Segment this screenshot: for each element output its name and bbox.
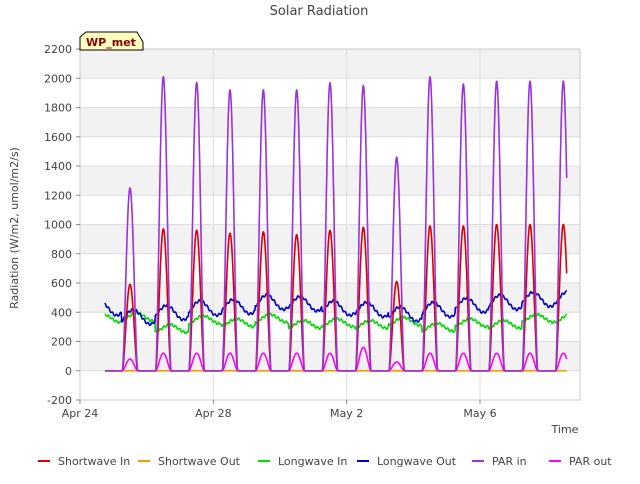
y-tick-label: 200 [51, 336, 72, 349]
y-tick-label: 600 [51, 277, 72, 290]
legend-label: Longwave Out [377, 455, 457, 468]
station-badge-label: WP_met [86, 36, 136, 49]
x-tick-label: May 2 [330, 407, 363, 420]
station-badge-frame [79, 31, 144, 51]
legend-label: Shortwave In [58, 455, 130, 468]
legend-item-shortwave-in: Shortwave In [38, 455, 130, 468]
plot-band [80, 341, 580, 371]
plot-band [80, 107, 580, 137]
y-tick-label: 400 [51, 306, 72, 319]
x-axis-label: Time [551, 423, 579, 436]
y-tick-label: 1200 [44, 189, 72, 202]
legend-label: PAR out [569, 455, 612, 468]
chart-title: Solar Radiation [270, 4, 369, 19]
x-tick-label: May 6 [463, 407, 496, 420]
y-tick-label: 800 [51, 248, 72, 261]
plot-band [80, 224, 580, 254]
y-tick-label: 2200 [44, 43, 72, 56]
legend-label: Longwave In [278, 455, 347, 468]
legend-label: PAR in [492, 455, 527, 468]
legend-item-par-out: PAR out [549, 455, 612, 468]
y-axis-label: Radiation (W/m2, umol/m2/s) [8, 147, 21, 309]
station-badge: WP_met [79, 31, 144, 51]
legend-item-longwave-in: Longwave In [258, 455, 347, 468]
y-tick-label: 0 [65, 365, 72, 378]
legend-item-par-in: PAR in [472, 455, 527, 468]
y-tick-label: -200 [47, 394, 72, 407]
y-tick-label: 2000 [44, 72, 72, 85]
legend: Shortwave In Shortwave Out Longwave In Long… [38, 455, 612, 468]
plot-band [80, 166, 580, 196]
y-tick-label: 1000 [44, 219, 72, 232]
x-tick-label: Apr 24 [62, 407, 99, 420]
plot-band [80, 49, 580, 79]
y-axis: -200 0 200 400 600 800 1000 1200 1400 1600 1800 200… [44, 43, 80, 407]
series-lines [104, 76, 568, 372]
legend-item-longwave-out: Longwave Out [357, 455, 457, 468]
legend-label: Shortwave Out [158, 455, 241, 468]
y-tick-label: 1400 [44, 160, 72, 173]
x-tick-label: Apr 28 [195, 407, 232, 420]
legend-item-shortwave-out: Shortwave Out [138, 455, 241, 468]
y-tick-label: 1800 [44, 102, 72, 115]
y-tick-label: 1600 [44, 131, 72, 144]
series-line-par-in [104, 76, 568, 372]
x-axis: Apr 24 Apr 28 May 2 May 6 [62, 400, 497, 420]
